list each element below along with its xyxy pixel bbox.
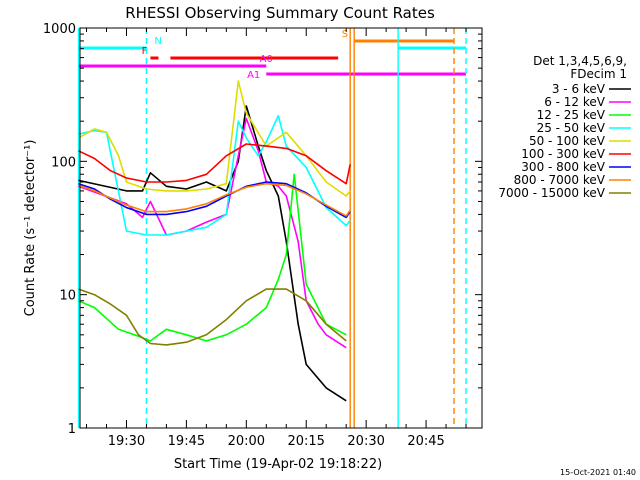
series-line-3 — [78, 114, 351, 236]
y-tick-label: 1000 — [43, 22, 76, 37]
legend-label-0: 3 - 6 keV — [552, 82, 606, 96]
series-line-2 — [78, 173, 347, 342]
plot-frame — [79, 27, 483, 429]
x-tick-label: 20:30 — [347, 434, 384, 449]
mode-label-S: S — [342, 29, 348, 40]
mode-label-N: N — [154, 36, 161, 47]
y-tick-label: 100 — [51, 155, 76, 170]
x-tick-label: 20:45 — [407, 434, 444, 449]
series-line-8 — [78, 288, 347, 346]
legend-label-4: 50 - 100 keV — [529, 134, 606, 148]
x-tick-label: 20:00 — [228, 434, 265, 449]
legend-label-2: 12 - 25 keV — [537, 108, 606, 122]
x-tick-label: 20:15 — [287, 434, 324, 449]
legend-label-8: 7000 - 15000 keV — [498, 186, 605, 200]
series-line-5 — [78, 143, 351, 185]
y-axis: 1 10 100 1000 — [43, 22, 482, 437]
mode-label-A1: A1 — [247, 70, 260, 81]
chart-title: RHESSI Observing Summary Count Rates — [125, 4, 435, 22]
mode-label-A0: A0 — [260, 54, 273, 65]
series-layer — [78, 80, 351, 402]
series-line-4 — [78, 80, 351, 197]
legend-header: Det 1,3,4,5,6,9, — [533, 54, 627, 68]
series-line-1 — [78, 117, 347, 349]
legend-label-3: 25 - 50 keV — [537, 121, 606, 135]
x-tick-label: 19:45 — [168, 434, 205, 449]
y-axis-label: Count Rate (s⁻¹ detector⁻¹) — [23, 140, 38, 317]
y-tick-label: 10 — [59, 289, 76, 304]
legend-header: FDecim 1 — [570, 67, 627, 81]
timestamp: 15-Oct-2021 01:40 — [560, 468, 636, 477]
legend-label-5: 100 - 300 keV — [521, 147, 605, 161]
observing-mode-markers — [77, 28, 467, 428]
x-axis: 19:30 19:45 20:00 20:15 20:30 20:45 — [86, 28, 467, 449]
legend-label-7: 800 - 7000 keV — [514, 173, 606, 187]
series-line-7 — [78, 182, 351, 217]
legend-label-1: 6 - 12 keV — [544, 95, 606, 109]
x-axis-label: Start Time (19-Apr-02 19:18:22) — [174, 457, 382, 472]
legend-label-6: 300 - 800 keV — [521, 160, 605, 174]
y-tick-label: 1 — [68, 422, 76, 437]
series-line-0 — [78, 105, 347, 402]
x-tick-label: 19:30 — [108, 434, 145, 449]
mode-label-F: F — [142, 46, 148, 57]
